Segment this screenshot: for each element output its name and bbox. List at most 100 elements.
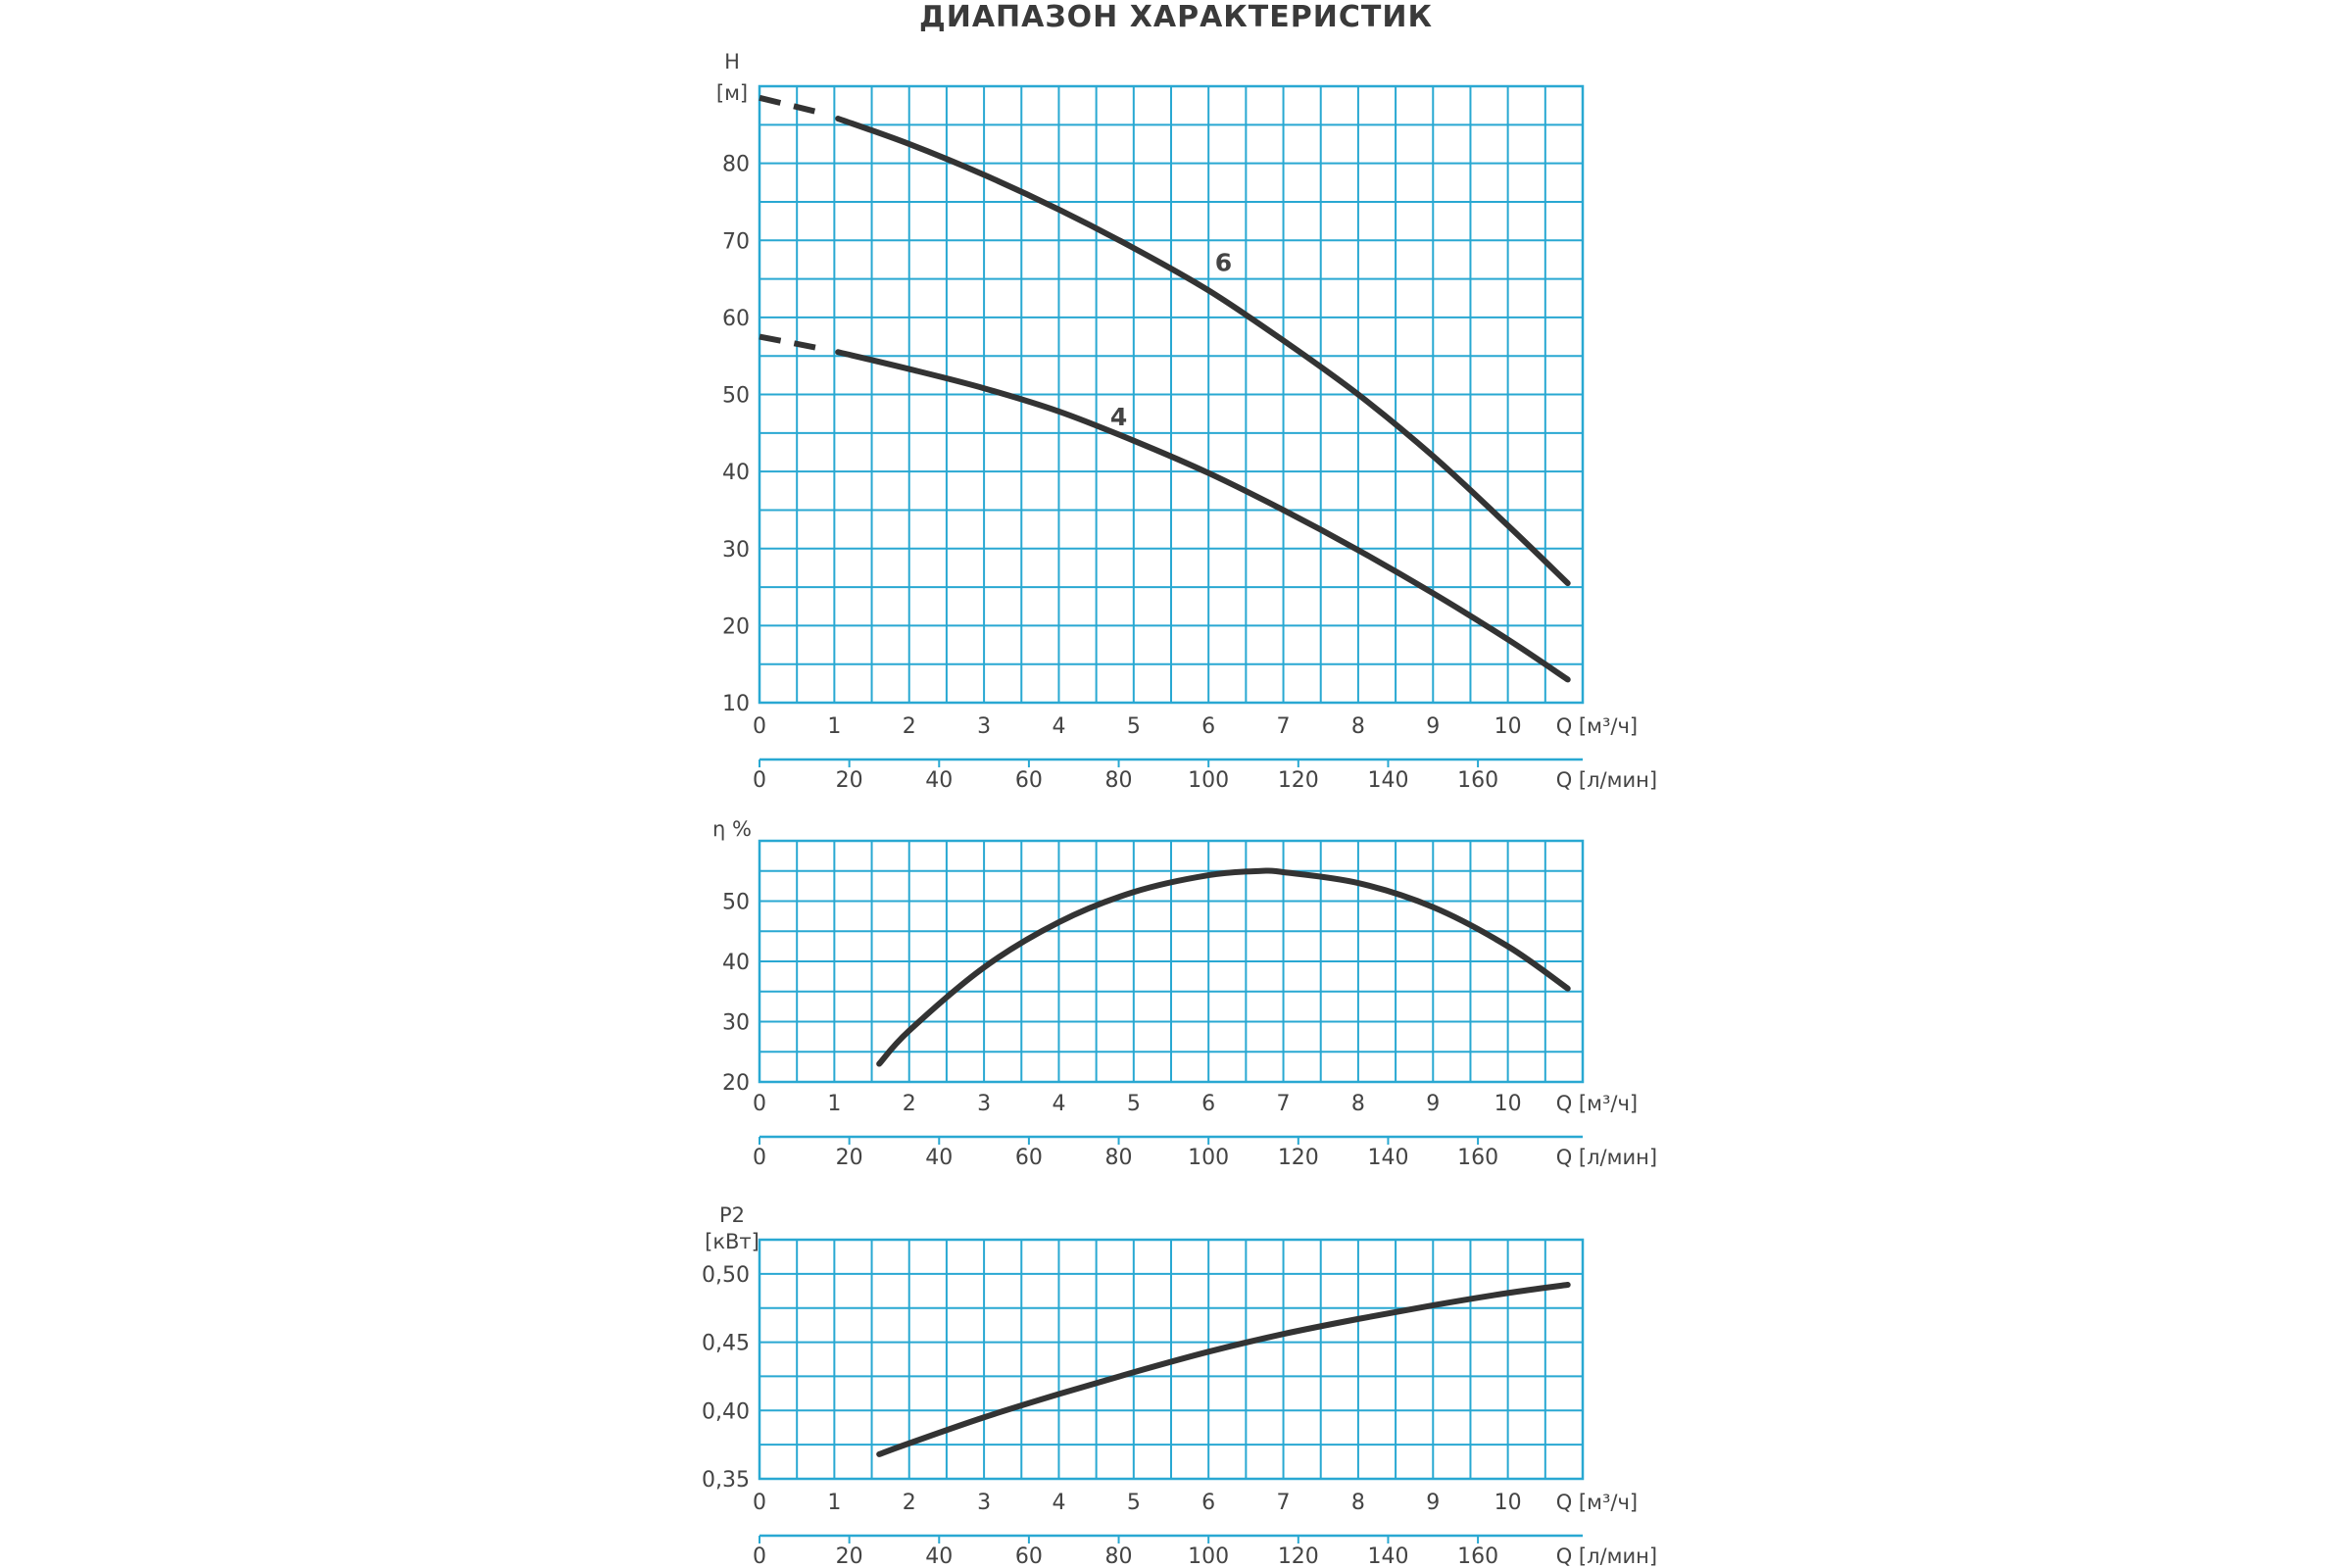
x2-tick-label: 120 [1278, 768, 1319, 793]
series-line [876, 1282, 1571, 1457]
x2-axis-label: Q [л/мин] [1556, 1544, 1657, 1568]
x2-tick-label: 140 [1367, 768, 1408, 793]
y-tick-label: 10 [722, 692, 750, 716]
y-tick-label: 70 [722, 229, 750, 254]
x2-tick-label: 40 [925, 1544, 953, 1568]
x-tick-label: 2 [903, 1491, 916, 1515]
x2-tick-label: 160 [1457, 1544, 1498, 1568]
y-tick-label: 60 [722, 307, 750, 331]
x-tick-label: 0 [753, 1491, 766, 1515]
x-tick-label: 10 [1494, 714, 1522, 739]
x-tick-label: 7 [1277, 1491, 1291, 1515]
x2-tick-label: 0 [753, 1146, 766, 1170]
x2-tick-label: 40 [925, 1146, 953, 1170]
x2-tick-label: 160 [1457, 1146, 1498, 1170]
x2-tick-label: 140 [1367, 1544, 1408, 1568]
x-tick-label: 10 [1494, 1092, 1522, 1116]
y-tick-label: 40 [722, 461, 750, 485]
y-tick-label: 0,35 [702, 1468, 750, 1493]
x-tick-label: 4 [1052, 1092, 1065, 1116]
x-tick-label: 9 [1426, 1491, 1440, 1515]
y-axis-label: η % [712, 817, 752, 841]
series-dashed-extension [759, 333, 820, 352]
x-tick-label: 5 [1127, 1092, 1141, 1116]
x-tick-label: 4 [1052, 1491, 1065, 1515]
page-title: ДИАПАЗОН ХАРАКТЕРИСТИК [919, 0, 1433, 34]
x-axis-label: Q [м³/ч] [1556, 1092, 1638, 1115]
x2-tick-label: 60 [1015, 1544, 1043, 1568]
x2-tick-label: 140 [1367, 1146, 1408, 1170]
x2-tick-label: 20 [836, 768, 863, 793]
x2-tick-label: 60 [1015, 768, 1043, 793]
x2-axis-label: Q [л/мин] [1556, 768, 1657, 792]
power-chart: 0,35 0,40 0,45 0,50 P2 [кВт] 0 1 2 3 4 5 6 7 8 9 10 Q [м³… [702, 1203, 1657, 1568]
grid [758, 839, 1585, 1084]
grid [758, 1238, 1585, 1481]
x-tick-label: 3 [977, 1491, 991, 1515]
x2-tick-label: 80 [1105, 1544, 1133, 1568]
x-tick-label: 10 [1494, 1491, 1522, 1515]
x-tick-label: 7 [1277, 1092, 1291, 1116]
x2-tick-label: 120 [1278, 1544, 1319, 1568]
x-tick-label: 1 [827, 714, 841, 739]
y-tick-label: 20 [722, 1071, 750, 1096]
series-line [835, 349, 1571, 683]
x-tick-label: 6 [1201, 1092, 1215, 1116]
x-tick-label: 8 [1351, 714, 1365, 739]
x2-tick-label: 80 [1105, 1146, 1133, 1170]
series-label: 6 [1215, 249, 1232, 277]
x2-tick-label: 100 [1188, 1544, 1229, 1568]
x2-tick-label: 80 [1105, 768, 1133, 793]
x-tick-label: 2 [903, 714, 916, 739]
plot-frame [758, 1238, 1585, 1481]
y-tick-label: 50 [722, 384, 750, 409]
y-axis-label: P2 [719, 1203, 745, 1227]
x-axis-label: Q [м³/ч] [1556, 1491, 1638, 1514]
x2-tick-label: 120 [1278, 1146, 1319, 1170]
x-tick-label: 0 [753, 714, 766, 739]
y-tick-label: 80 [722, 153, 750, 177]
x2-tick-label: 160 [1457, 768, 1498, 793]
x-tick-label: 7 [1277, 714, 1291, 739]
plot-frame [758, 84, 1585, 705]
grid [758, 84, 1585, 705]
x-tick-label: 3 [977, 714, 991, 739]
x-tick-label: 6 [1201, 1491, 1215, 1515]
x2-tick-label: 100 [1188, 768, 1229, 793]
series-line [876, 867, 1571, 1067]
x-tick-label: 1 [827, 1491, 841, 1515]
x-tick-label: 3 [977, 1092, 991, 1116]
x2-tick-label: 20 [836, 1146, 863, 1170]
x-tick-label: 5 [1127, 714, 1141, 739]
x2-tick-label: 20 [836, 1544, 863, 1568]
series-dashed-extension [759, 94, 820, 116]
y-tick-label: 0,40 [702, 1399, 750, 1424]
x-axis-label: Q [м³/ч] [1556, 714, 1638, 738]
y-tick-label: 40 [722, 951, 750, 975]
x2-tick-label: 0 [753, 1544, 766, 1568]
x-tick-label: 5 [1127, 1491, 1141, 1515]
y-tick-label: 0,50 [702, 1263, 750, 1288]
series-label: 4 [1110, 403, 1127, 431]
x-tick-label: 8 [1351, 1092, 1365, 1116]
x-tick-label: 9 [1426, 714, 1440, 739]
x2-tick-label: 0 [753, 768, 766, 793]
plot-frame [758, 839, 1585, 1084]
x-tick-label: 6 [1201, 714, 1215, 739]
x-tick-label: 0 [753, 1092, 766, 1116]
x-tick-label: 2 [903, 1092, 916, 1116]
x-tick-label: 1 [827, 1092, 841, 1116]
x-tick-label: 4 [1052, 714, 1065, 739]
y-axis-label: [кВт] [705, 1230, 760, 1253]
x-tick-label: 9 [1426, 1092, 1440, 1116]
y-axis-label: H [724, 50, 740, 74]
y-tick-label: 30 [722, 1011, 750, 1036]
series-line [835, 116, 1571, 587]
x2-tick-label: 40 [925, 768, 953, 793]
y-tick-label: 30 [722, 538, 750, 563]
y-tick-label: 0,45 [702, 1332, 750, 1356]
x2-tick-label: 100 [1188, 1146, 1229, 1170]
